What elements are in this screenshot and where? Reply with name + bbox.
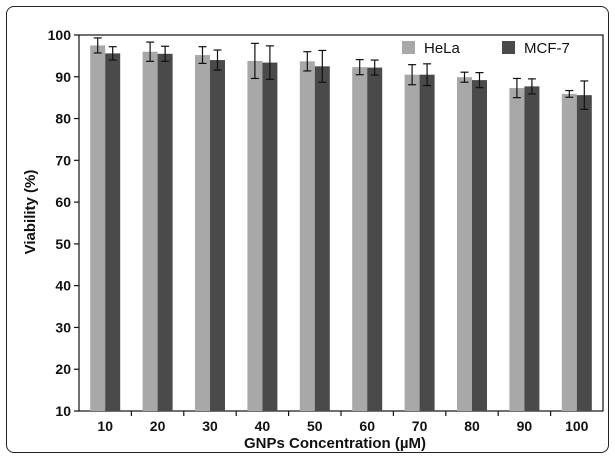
bar-hela <box>561 93 577 411</box>
bar-mcf-7 <box>105 53 121 411</box>
bar-hela <box>457 77 472 411</box>
y-tick-label: 10 <box>55 403 71 419</box>
bar-hela <box>509 88 525 412</box>
x-tick-label: 90 <box>517 418 533 434</box>
bar-hela <box>404 74 420 411</box>
x-tick-label: 60 <box>359 418 375 434</box>
figure-frame: 10 20 30 40 50 60 70 80 90 100 10 20 30 40 50 60 70 80 90 1… <box>6 6 609 453</box>
legend-swatch-mcf-7 <box>502 41 515 54</box>
bar-hela <box>142 51 158 411</box>
bar-mcf-7 <box>157 53 173 412</box>
y-tick-label: 90 <box>55 69 71 85</box>
bars <box>90 37 592 412</box>
x-tick-label: 80 <box>464 418 480 434</box>
bar-mcf-7 <box>262 62 278 411</box>
bar-hela <box>352 67 368 411</box>
bar-mcf-7 <box>472 80 487 412</box>
x-tick-label: 20 <box>150 418 166 434</box>
x-tick-label: 30 <box>202 418 218 434</box>
x-tick-label: 50 <box>307 418 323 434</box>
y-axis-label: Viability (%) <box>22 170 39 255</box>
bar-hela <box>247 60 263 411</box>
bar-chart: 10 20 30 40 50 60 70 80 90 100 10 20 30 40 50 60 70 80 90 1… <box>22 27 604 452</box>
y-tick-label: 70 <box>55 152 71 168</box>
x-tick-label: 40 <box>255 418 271 434</box>
y-tick-label: 50 <box>55 236 71 252</box>
y-tick-label: 60 <box>55 194 71 210</box>
x-tick-label: 10 <box>97 418 113 434</box>
bar-hela <box>90 45 106 411</box>
y-tick-label: 30 <box>55 319 71 335</box>
bar-mcf-7 <box>419 74 435 411</box>
legend-label: HeLa <box>424 40 461 57</box>
axes: 10 20 30 40 50 60 70 80 90 100 10 20 30 40 50 60 70 80 90 1… <box>48 27 604 434</box>
bar-mcf-7 <box>210 60 225 412</box>
bar-hela <box>195 55 210 411</box>
legend-swatch-hela <box>402 41 415 54</box>
bar-mcf-7 <box>367 67 383 411</box>
x-tick-label: 70 <box>412 418 428 434</box>
legend-label: MCF-7 <box>524 40 570 57</box>
y-tick-label: 100 <box>48 27 72 43</box>
legend: HeLa MCF-7 <box>402 40 570 57</box>
y-tick-label: 20 <box>55 361 71 377</box>
bar-mcf-7 <box>524 86 540 412</box>
bar-mcf-7 <box>576 95 592 411</box>
x-axis-label: GNPs Concentration (µM) <box>244 435 426 452</box>
y-tick-label: 40 <box>55 278 71 294</box>
bar-hela <box>299 61 315 411</box>
x-tick-label: 100 <box>565 418 589 434</box>
bar-mcf-7 <box>314 66 330 412</box>
y-tick-label: 80 <box>55 111 71 127</box>
